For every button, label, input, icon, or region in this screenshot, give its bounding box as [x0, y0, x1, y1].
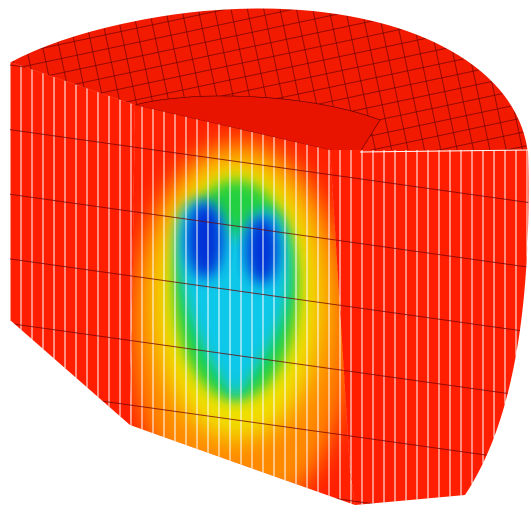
- left-face-rings: [10, 62, 135, 425]
- page: [0, 0, 531, 512]
- right-face-rings: [330, 150, 529, 505]
- render-view: [0, 0, 531, 512]
